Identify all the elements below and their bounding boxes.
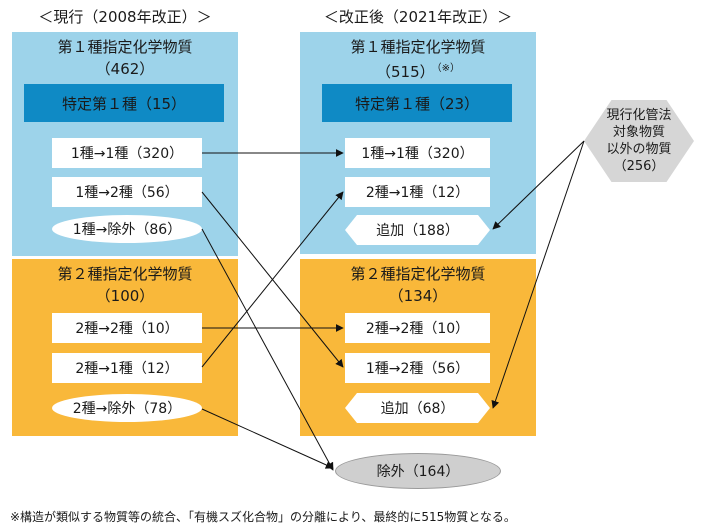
left-class1-title: 第１種指定化学物質	[57, 38, 193, 56]
left-class1-panel: 第１種指定化学物質 （462） 特定第１種（15） 1種→1種（320） 1種→…	[12, 32, 238, 256]
right-class2-title: 第２種指定化学物質	[350, 265, 486, 283]
left-class2-title: 第２種指定化学物質	[57, 265, 193, 283]
right-special-class1-box: 特定第１種（23）	[322, 84, 512, 122]
outside-scope-hexagon: 現行化管法 対象物質 以外の物質 （256）	[584, 100, 694, 182]
right-column-heading: ＜改正後（2021年改正）＞	[323, 8, 513, 26]
left-class2-to-class1-box: 2種→1種（12）	[52, 353, 202, 383]
outside-line-3: 以外の物質	[606, 142, 672, 157]
footnote: ※構造が類似する物質等の統合、「有機スズ化合物」の分離により、最終的に515物質…	[10, 510, 516, 524]
left-class2-panel: 第２種指定化学物質 （100） 2種→2種（10） 2種→1種（12） 2種→除…	[12, 259, 238, 436]
left-class2-count: （100）	[95, 287, 155, 305]
right-class2-to-class1-box: 2種→1種（12）	[345, 177, 490, 207]
right-class1-panel: 第１種指定化学物質 （515） （※） 特定第１種（23） 1種→1種（320） …	[300, 32, 536, 254]
left-class1-to-class2-box: 1種→2種（56）	[52, 177, 202, 207]
left-class1-count: （462）	[95, 60, 155, 78]
left-class2-to-class2-box: 2種→2種（10）	[52, 313, 202, 343]
right-class2-to-class2-box: 2種→2種（10）	[345, 313, 490, 343]
outside-line-4: （256）	[613, 159, 665, 174]
left-class2-to-excluded-oval: 2種→除外（78）	[52, 394, 202, 422]
right-class2-panel: 第２種指定化学物質 （134） 2種→2種（10） 1種→2種（56） 追加（6…	[300, 259, 536, 436]
right-class1-to-class1-box: 1種→1種（320）	[345, 138, 490, 168]
right-class1-title: 第１種指定化学物質	[350, 38, 486, 56]
right-class1-added-box: 追加（188）	[345, 215, 490, 245]
outside-line-1: 現行化管法	[606, 108, 672, 123]
left-class1-to-excluded-oval: 1種→除外（86）	[52, 215, 202, 243]
left-class1-to-class1-box: 1種→1種（320）	[52, 138, 202, 168]
right-class1-to-class2-box: 1種→2種（56）	[345, 353, 490, 383]
left-column-heading: ＜現行（2008年改正）＞	[38, 8, 212, 26]
right-class2-added-box: 追加（68）	[345, 393, 490, 423]
right-class1-note-mark: （※）	[436, 63, 461, 74]
right-class1-count-line: （515） （※）	[300, 58, 536, 83]
outside-line-2: 対象物質	[612, 125, 665, 140]
right-class2-count: （134）	[388, 287, 448, 305]
right-class1-count: （515）	[375, 63, 435, 81]
excluded-oval: 除外（164）	[335, 453, 501, 489]
left-special-class1-box: 特定第１種（15）	[24, 84, 224, 122]
